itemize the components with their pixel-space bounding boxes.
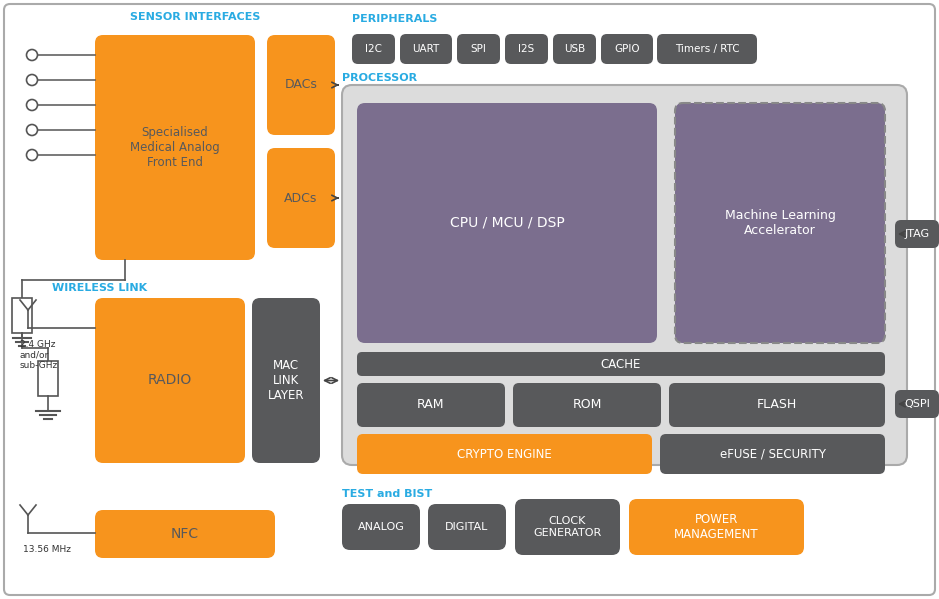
- Text: POWER
MANAGEMENT: POWER MANAGEMENT: [674, 513, 759, 541]
- Circle shape: [26, 74, 38, 86]
- FancyBboxPatch shape: [95, 298, 245, 463]
- Text: QSPI: QSPI: [904, 399, 930, 409]
- FancyBboxPatch shape: [601, 34, 653, 64]
- Text: FLASH: FLASH: [757, 398, 797, 412]
- FancyBboxPatch shape: [505, 34, 548, 64]
- FancyBboxPatch shape: [675, 103, 885, 343]
- FancyBboxPatch shape: [357, 103, 657, 343]
- Bar: [38, 361, 58, 396]
- Text: RADIO: RADIO: [147, 374, 192, 388]
- FancyBboxPatch shape: [95, 510, 275, 558]
- Circle shape: [26, 99, 38, 110]
- Text: CPU / MCU / DSP: CPU / MCU / DSP: [450, 216, 564, 230]
- Text: SENSOR INTERFACES: SENSOR INTERFACES: [130, 12, 260, 22]
- Text: USB: USB: [564, 44, 585, 54]
- FancyBboxPatch shape: [252, 298, 320, 463]
- Text: JTAG: JTAG: [904, 229, 930, 239]
- Circle shape: [26, 125, 38, 135]
- Text: SPI: SPI: [470, 44, 486, 54]
- Text: UART: UART: [412, 44, 439, 54]
- Text: DACs: DACs: [285, 78, 317, 92]
- Text: RAM: RAM: [417, 398, 445, 412]
- FancyBboxPatch shape: [357, 383, 505, 427]
- FancyBboxPatch shape: [357, 352, 885, 376]
- Text: 13.56 MHz: 13.56 MHz: [23, 545, 71, 554]
- Text: DIGITAL: DIGITAL: [445, 522, 488, 532]
- Text: ROM: ROM: [572, 398, 602, 412]
- Text: NFC: NFC: [171, 527, 199, 541]
- FancyBboxPatch shape: [669, 383, 885, 427]
- Text: ANALOG: ANALOG: [358, 522, 405, 532]
- FancyBboxPatch shape: [267, 148, 335, 248]
- FancyBboxPatch shape: [342, 85, 907, 465]
- Text: I2C: I2C: [365, 44, 382, 54]
- Circle shape: [26, 150, 38, 161]
- Text: TEST and BIST: TEST and BIST: [342, 489, 432, 499]
- FancyBboxPatch shape: [629, 499, 804, 555]
- Text: Machine Learning
Accelerator: Machine Learning Accelerator: [725, 209, 836, 237]
- FancyBboxPatch shape: [428, 504, 506, 550]
- FancyBboxPatch shape: [342, 504, 420, 550]
- FancyBboxPatch shape: [513, 383, 661, 427]
- FancyBboxPatch shape: [895, 220, 939, 248]
- FancyBboxPatch shape: [657, 34, 757, 64]
- FancyBboxPatch shape: [95, 35, 255, 260]
- FancyBboxPatch shape: [357, 434, 652, 474]
- FancyBboxPatch shape: [400, 34, 452, 64]
- Text: CRYPTO ENGINE: CRYPTO ENGINE: [457, 447, 552, 461]
- Text: ADCs: ADCs: [285, 192, 317, 204]
- Text: WIRELESS LINK: WIRELESS LINK: [53, 283, 147, 293]
- FancyBboxPatch shape: [553, 34, 596, 64]
- FancyBboxPatch shape: [895, 390, 939, 418]
- Text: PROCESSOR: PROCESSOR: [342, 73, 417, 83]
- Bar: [12, 298, 32, 333]
- FancyBboxPatch shape: [660, 434, 885, 474]
- FancyBboxPatch shape: [515, 499, 620, 555]
- Text: PERIPHERALS: PERIPHERALS: [352, 14, 438, 24]
- Text: 2.4 GHz
and/or
sub-GHz: 2.4 GHz and/or sub-GHz: [20, 340, 58, 370]
- Text: MAC
LINK
LAYER: MAC LINK LAYER: [268, 359, 304, 402]
- Text: I2S: I2S: [518, 44, 534, 54]
- Text: CLOCK
GENERATOR: CLOCK GENERATOR: [533, 516, 602, 538]
- FancyBboxPatch shape: [457, 34, 500, 64]
- Circle shape: [26, 50, 38, 60]
- FancyBboxPatch shape: [352, 34, 395, 64]
- Text: Timers / RTC: Timers / RTC: [675, 44, 739, 54]
- Text: Specialised
Medical Analog
Front End: Specialised Medical Analog Front End: [131, 126, 220, 169]
- Text: CACHE: CACHE: [601, 358, 641, 371]
- Text: GPIO: GPIO: [614, 44, 639, 54]
- FancyBboxPatch shape: [4, 4, 935, 595]
- Text: eFUSE / SECURITY: eFUSE / SECURITY: [719, 447, 825, 461]
- FancyBboxPatch shape: [267, 35, 335, 135]
